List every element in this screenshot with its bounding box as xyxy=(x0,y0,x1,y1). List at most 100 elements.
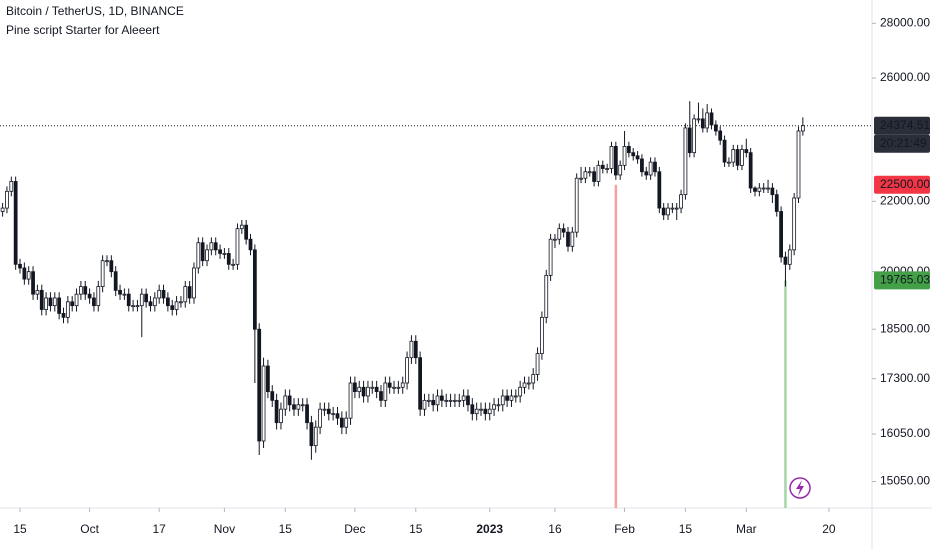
candle-body xyxy=(383,382,388,401)
candle-body xyxy=(213,242,218,251)
candle-body xyxy=(583,171,588,179)
candle-body xyxy=(696,118,701,121)
candle-body xyxy=(505,395,509,401)
candle-body xyxy=(174,301,179,310)
x-tick-label: Nov xyxy=(214,522,235,536)
y-tick-label: 16050.00 xyxy=(880,426,930,440)
candle-body xyxy=(113,271,118,291)
candle-body xyxy=(218,249,222,254)
candle-body xyxy=(135,305,140,308)
x-tick-label: 15 xyxy=(409,522,423,536)
candle-body xyxy=(466,395,470,406)
candle-body xyxy=(618,164,623,176)
candle-body xyxy=(492,404,496,410)
candle-body xyxy=(231,263,235,266)
x-tick-label: 2023 xyxy=(476,522,503,536)
candle-body xyxy=(309,422,314,447)
candle-body xyxy=(200,242,205,262)
candle-body xyxy=(26,271,31,280)
candle-body xyxy=(353,382,357,393)
candle-body xyxy=(444,399,449,402)
candle-body xyxy=(266,365,270,393)
candle-body xyxy=(479,408,483,411)
candle-body xyxy=(627,146,631,154)
indicator-name: Pine script Starter for Aleeert xyxy=(6,23,160,37)
candle-body xyxy=(796,130,801,199)
candle-body xyxy=(261,365,266,442)
candle-body xyxy=(331,413,336,416)
candle-body xyxy=(757,187,762,192)
x-tick-label: Dec xyxy=(344,522,365,536)
candle-body xyxy=(300,404,305,407)
candle-body xyxy=(748,152,753,189)
candle-body xyxy=(692,118,696,154)
candle-body xyxy=(418,357,423,410)
level-label-box xyxy=(874,175,930,194)
candle-body xyxy=(326,408,331,415)
y-tick-label: 17300.00 xyxy=(880,371,930,385)
level-label-box xyxy=(874,271,930,290)
candle-body xyxy=(700,118,705,129)
candle-body xyxy=(126,293,131,307)
candle-body xyxy=(270,391,275,401)
candle-body xyxy=(713,124,718,132)
candle-body xyxy=(609,146,614,169)
candle-body xyxy=(374,386,379,393)
candle-body xyxy=(357,386,362,393)
candle-body xyxy=(252,249,257,330)
candle-body xyxy=(787,249,792,265)
candle-body xyxy=(48,297,53,307)
candle-body xyxy=(657,171,662,209)
candle-body xyxy=(531,374,536,384)
candle-body xyxy=(679,194,683,209)
candle-body xyxy=(248,238,253,251)
candle-body xyxy=(540,316,544,354)
candle-body xyxy=(235,228,240,265)
candle-body xyxy=(361,386,366,397)
candle-body xyxy=(774,194,779,212)
candle-body xyxy=(548,238,553,276)
candle-body xyxy=(131,305,135,308)
x-tick-label: 15 xyxy=(279,522,293,536)
candle-body xyxy=(161,289,166,299)
candle-body xyxy=(379,391,383,401)
candle-body xyxy=(92,297,96,307)
alert-icon[interactable] xyxy=(789,477,811,499)
x-tick-label: Oct xyxy=(80,522,99,536)
candle-body xyxy=(483,408,488,415)
candle-body xyxy=(239,224,244,230)
candle-body xyxy=(600,164,605,169)
candle-body xyxy=(648,161,653,176)
candle-body xyxy=(35,289,40,295)
candle-body xyxy=(274,399,279,424)
candle-body xyxy=(296,404,301,410)
y-tick-label: 28000.00 xyxy=(880,16,930,30)
candle-body xyxy=(744,149,749,154)
candle-body xyxy=(544,274,549,318)
candle-body xyxy=(244,224,249,240)
last-price-label: 24374.51 xyxy=(880,118,930,132)
candle-body xyxy=(335,413,340,419)
candle-body xyxy=(148,301,153,307)
candle-body xyxy=(39,289,44,310)
candle-body xyxy=(740,149,744,166)
candle-body xyxy=(348,382,353,419)
candle-body xyxy=(553,238,557,241)
x-tick-label: 17 xyxy=(152,522,166,536)
candle-body xyxy=(435,395,440,406)
candle-body xyxy=(535,353,540,375)
candle-body xyxy=(109,260,114,273)
x-tick-label: 16 xyxy=(548,522,562,536)
candle-body xyxy=(65,301,70,318)
candle-body xyxy=(44,297,48,310)
candle-body xyxy=(792,197,797,251)
candle-body xyxy=(318,408,322,428)
candle-body xyxy=(453,399,457,402)
y-tick-label: 18500.00 xyxy=(880,321,930,335)
candle-body xyxy=(344,417,349,428)
candle-body xyxy=(279,408,283,424)
candle-body xyxy=(513,395,518,398)
candle-body xyxy=(779,211,783,258)
candle-body xyxy=(139,293,144,307)
